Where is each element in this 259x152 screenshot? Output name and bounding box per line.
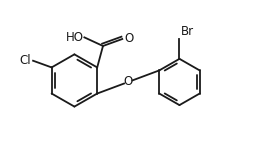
Text: O: O — [124, 31, 133, 45]
Text: HO: HO — [66, 31, 83, 44]
Text: Cl: Cl — [19, 54, 31, 67]
Text: Br: Br — [181, 25, 193, 38]
Text: O: O — [124, 76, 133, 88]
